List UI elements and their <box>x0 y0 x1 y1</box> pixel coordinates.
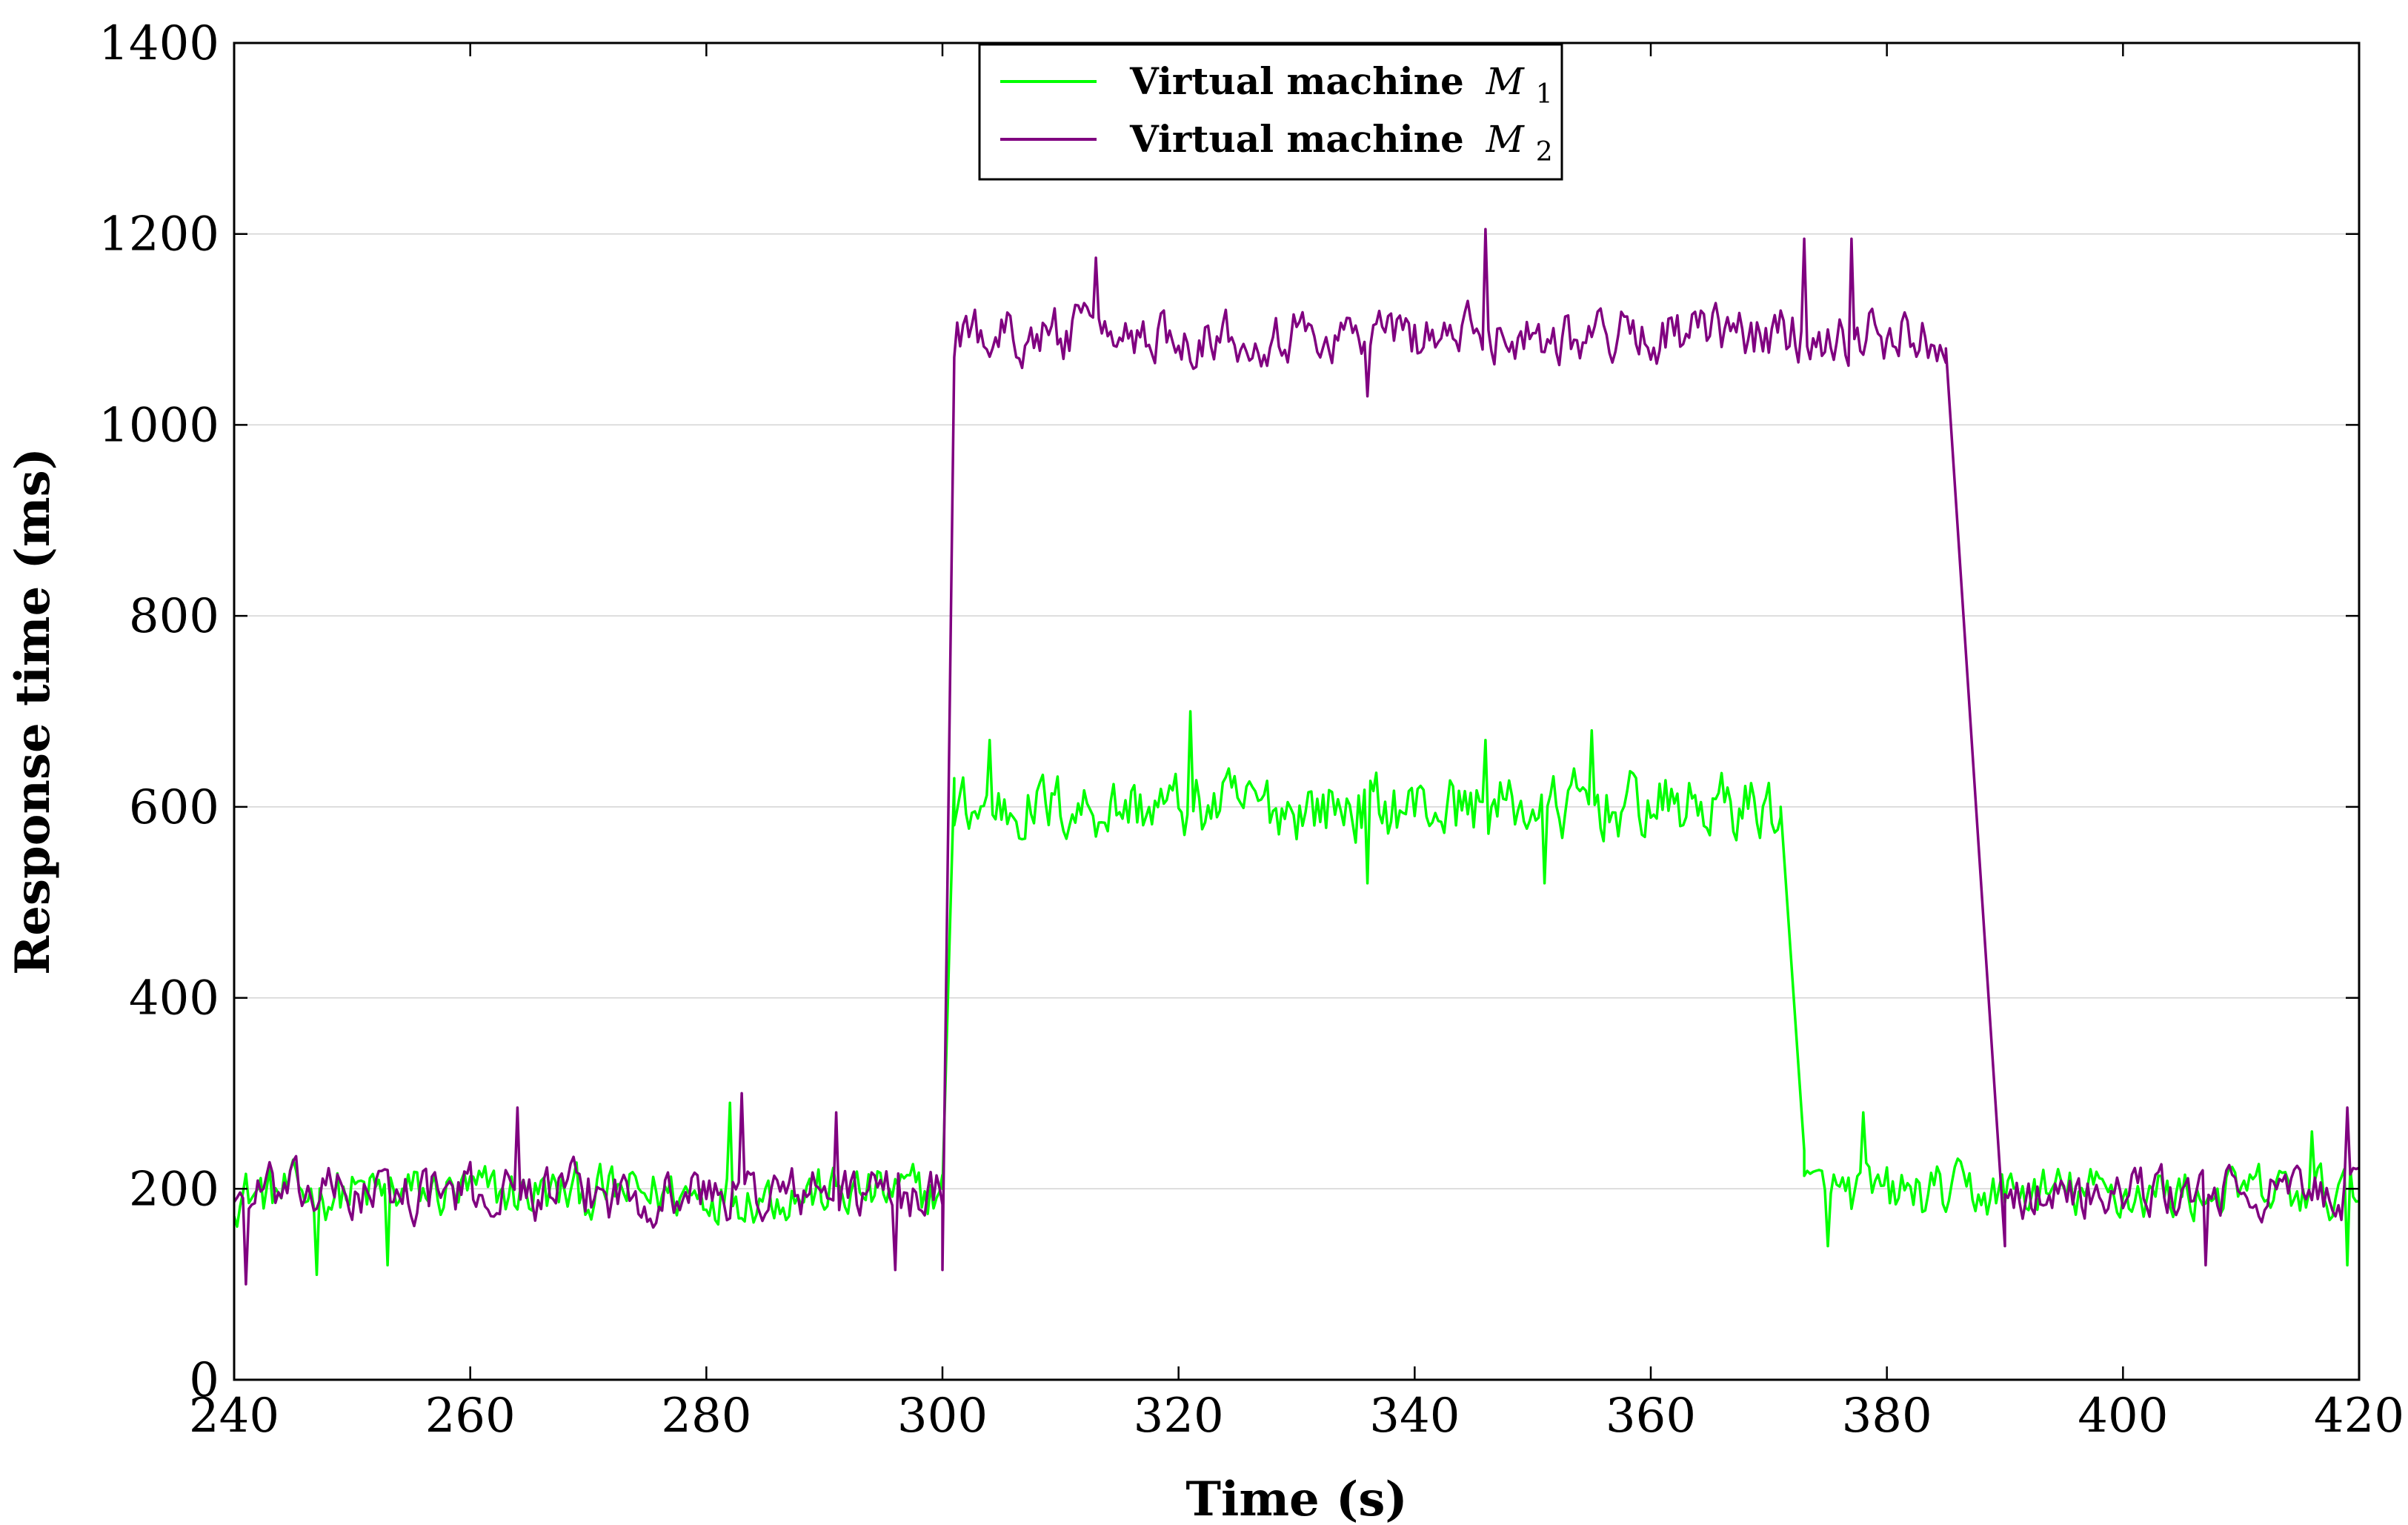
x-tick-label: 240 <box>189 1389 279 1443</box>
axis-ticks <box>233 41 2361 1381</box>
y-axis-title: Response time (ms) <box>5 448 61 975</box>
y-tick-label: 600 <box>129 780 219 835</box>
y-tick-label: 1200 <box>99 207 219 262</box>
legend-label-m1: Virtual machine M 1 <box>1129 59 1553 110</box>
y-tick-label: 400 <box>129 971 219 1026</box>
series-lines <box>233 227 2360 1286</box>
legend-label-m2: Virtual machine M 2 <box>1129 117 1553 167</box>
x-tick-label: 300 <box>897 1389 988 1443</box>
legend: Virtual machine M 1 Virtual machine M 2 <box>978 43 1563 181</box>
legend-label-m1-symbol: M <box>1486 60 1526 103</box>
y-tick-label: 0 <box>189 1353 219 1408</box>
y-tick-label: 200 <box>129 1162 219 1217</box>
legend-label-m2-symbol: M <box>1486 118 1526 161</box>
y-tick-label: 1000 <box>99 398 219 453</box>
legend-label-m1-text: Virtual machine <box>1129 59 1464 103</box>
x-axis-title: Time (s) <box>1185 1472 1407 1525</box>
legend-label-m1-subscript: 1 <box>1536 79 1553 110</box>
x-tick-label: 260 <box>425 1389 516 1443</box>
x-tick-label: 420 <box>2314 1389 2404 1443</box>
y-tick-label: 1400 <box>99 16 219 71</box>
x-tick-label: 340 <box>1369 1389 1460 1443</box>
legend-box <box>978 43 1563 181</box>
x-tick-label: 380 <box>1842 1389 1932 1443</box>
series-line-m1 <box>233 710 2360 1277</box>
y-tick-label: 800 <box>129 589 219 644</box>
legend-label-m2-text: Virtual machine <box>1129 117 1464 161</box>
series-line-m2 <box>233 227 2360 1286</box>
x-tick-label: 360 <box>1606 1389 1696 1443</box>
x-tick-label: 320 <box>1134 1389 1224 1443</box>
plot-frame <box>233 41 2361 1381</box>
legend-label-m2-subscript: 2 <box>1536 137 1553 167</box>
x-tick-label: 400 <box>2078 1389 2168 1443</box>
x-tick-label: 280 <box>661 1389 751 1443</box>
x-tick-labels: 240 260 280 300 320 340 360 380 400 420 <box>189 1389 2404 1443</box>
y-tick-labels: 0 200 400 600 800 1000 1200 1400 <box>99 16 219 1408</box>
